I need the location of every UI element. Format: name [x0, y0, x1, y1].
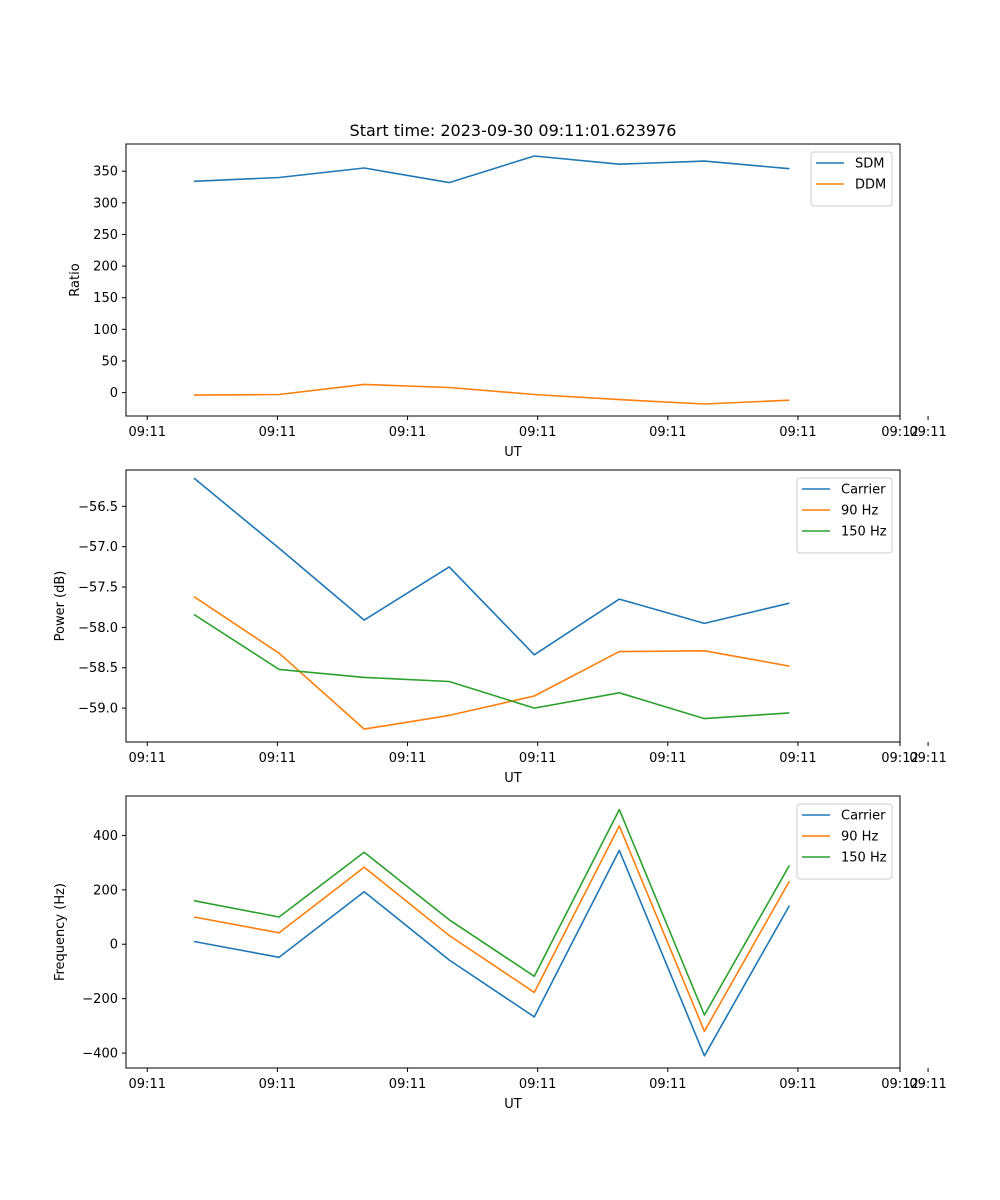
y-tick-label: 200 [93, 883, 118, 898]
y-tick-label: −400 [82, 1047, 118, 1062]
legend-label: 90 Hz [841, 504, 878, 519]
y-tick-label: 300 [93, 196, 118, 211]
y-tick-label: −57.5 [78, 581, 118, 596]
x-tick-label: 09:11 [259, 751, 296, 766]
x-axis-label: UT [504, 1097, 522, 1112]
x-tick-label: 09:11 [649, 1077, 686, 1092]
legend-frame [796, 803, 893, 880]
legend: Carrier 90 Hz 150 Hz [796, 477, 893, 554]
x-tick-label: 09:11 [259, 425, 296, 440]
charts: 09:11 09:11 09:11 09:11 09:11 09:11 09:1109:12… [53, 143, 947, 1112]
x-tick-label: 09:11 [129, 425, 166, 440]
y-tick-label: 200 [93, 260, 118, 275]
y-tick-label: 250 [93, 228, 118, 243]
y-tick-label: 150 [93, 291, 118, 306]
x-tick-label: 09:11 [779, 751, 816, 766]
x-axis-label: UT [504, 771, 522, 786]
plot-area [125, 795, 901, 1069]
x-tick-label: 09:11 [909, 425, 946, 440]
series-line-sdm [193, 155, 790, 184]
y-tick-label: 0 [110, 386, 118, 401]
y-tick-label: 0 [110, 938, 118, 953]
x-tick-label: 09:11 [389, 751, 426, 766]
legend-label: 150 Hz [841, 851, 887, 866]
legend-label: 150 Hz [841, 525, 887, 540]
chart-panel-1: 09:11 09:11 09:11 09:11 09:11 09:11 09:1109:12… [68, 143, 947, 460]
x-tick-label: 09:11 [649, 425, 686, 440]
y-tick-label: −200 [82, 992, 118, 1007]
x-tick-label: 09:11 [909, 1077, 946, 1092]
plot-area [125, 143, 901, 417]
x-tick-label: 09:11 [909, 751, 946, 766]
series-line-ddm [193, 383, 790, 405]
x-tick-label: 09:11 [259, 1077, 296, 1092]
x-tick-label: 09:11 [389, 425, 426, 440]
legend-label: Carrier [841, 483, 886, 498]
x-axis-label: UT [504, 445, 522, 460]
x-tick-label: 09:11 [649, 751, 686, 766]
y-tick-label: 100 [93, 323, 118, 338]
legend-frame [796, 477, 893, 554]
series-line-90-hz [193, 825, 791, 1033]
legend-label: SDM [855, 157, 884, 172]
chart-panel-3: 09:11 09:11 09:11 09:11 09:11 09:11 09:1109:12… [53, 795, 947, 1112]
x-tick-label: 09:11 [519, 751, 556, 766]
x-tick-label: 09:11 [129, 1077, 166, 1092]
x-tick-label: 09:11 [129, 751, 166, 766]
legend-label: 90 Hz [841, 830, 878, 845]
x-tick-label: 09:11 [779, 1077, 816, 1092]
x-tick-label: 09:12 [881, 751, 918, 766]
y-axis-label: Power (dB) [53, 571, 68, 642]
legend: SDM DDM [810, 151, 893, 207]
x-tick-label: 09:11 [389, 1077, 426, 1092]
x-tick-label: 09:11 [779, 425, 816, 440]
series-line-carrier [193, 477, 790, 656]
y-tick-label: 400 [93, 829, 118, 844]
y-tick-label: −58.5 [78, 661, 118, 676]
y-tick-label: −57.0 [78, 540, 118, 555]
legend-label: DDM [855, 178, 886, 193]
x-tick-label: 09:12 [881, 425, 918, 440]
legend: Carrier 90 Hz 150 Hz [796, 803, 893, 880]
y-axis-label: Frequency (Hz) [53, 883, 68, 981]
x-tick-label: 09:12 [881, 1077, 918, 1092]
legend-frame [810, 151, 893, 207]
y-tick-label: −59.0 [78, 702, 118, 717]
series-line-150-hz [193, 808, 791, 1016]
legend-label: Carrier [841, 809, 886, 824]
y-tick-label: −58.0 [78, 621, 118, 636]
x-tick-label: 09:11 [519, 425, 556, 440]
y-axis-label: Ratio [68, 263, 83, 296]
chart-panel-2: 09:11 09:11 09:11 09:11 09:11 09:11 09:1109:12… [53, 469, 947, 786]
series-line-carrier [193, 849, 791, 1057]
y-tick-label: −56.5 [78, 500, 118, 515]
plot-area [125, 469, 901, 743]
series-line-90-hz [193, 596, 790, 730]
series-line-150-hz [193, 613, 790, 720]
x-tick-label: 09:11 [519, 1077, 556, 1092]
y-tick-label: 350 [93, 165, 118, 180]
y-tick-label: 50 [101, 354, 118, 369]
figure-title: Start time: 2023-09-30 09:11:01.623976 [350, 121, 677, 140]
